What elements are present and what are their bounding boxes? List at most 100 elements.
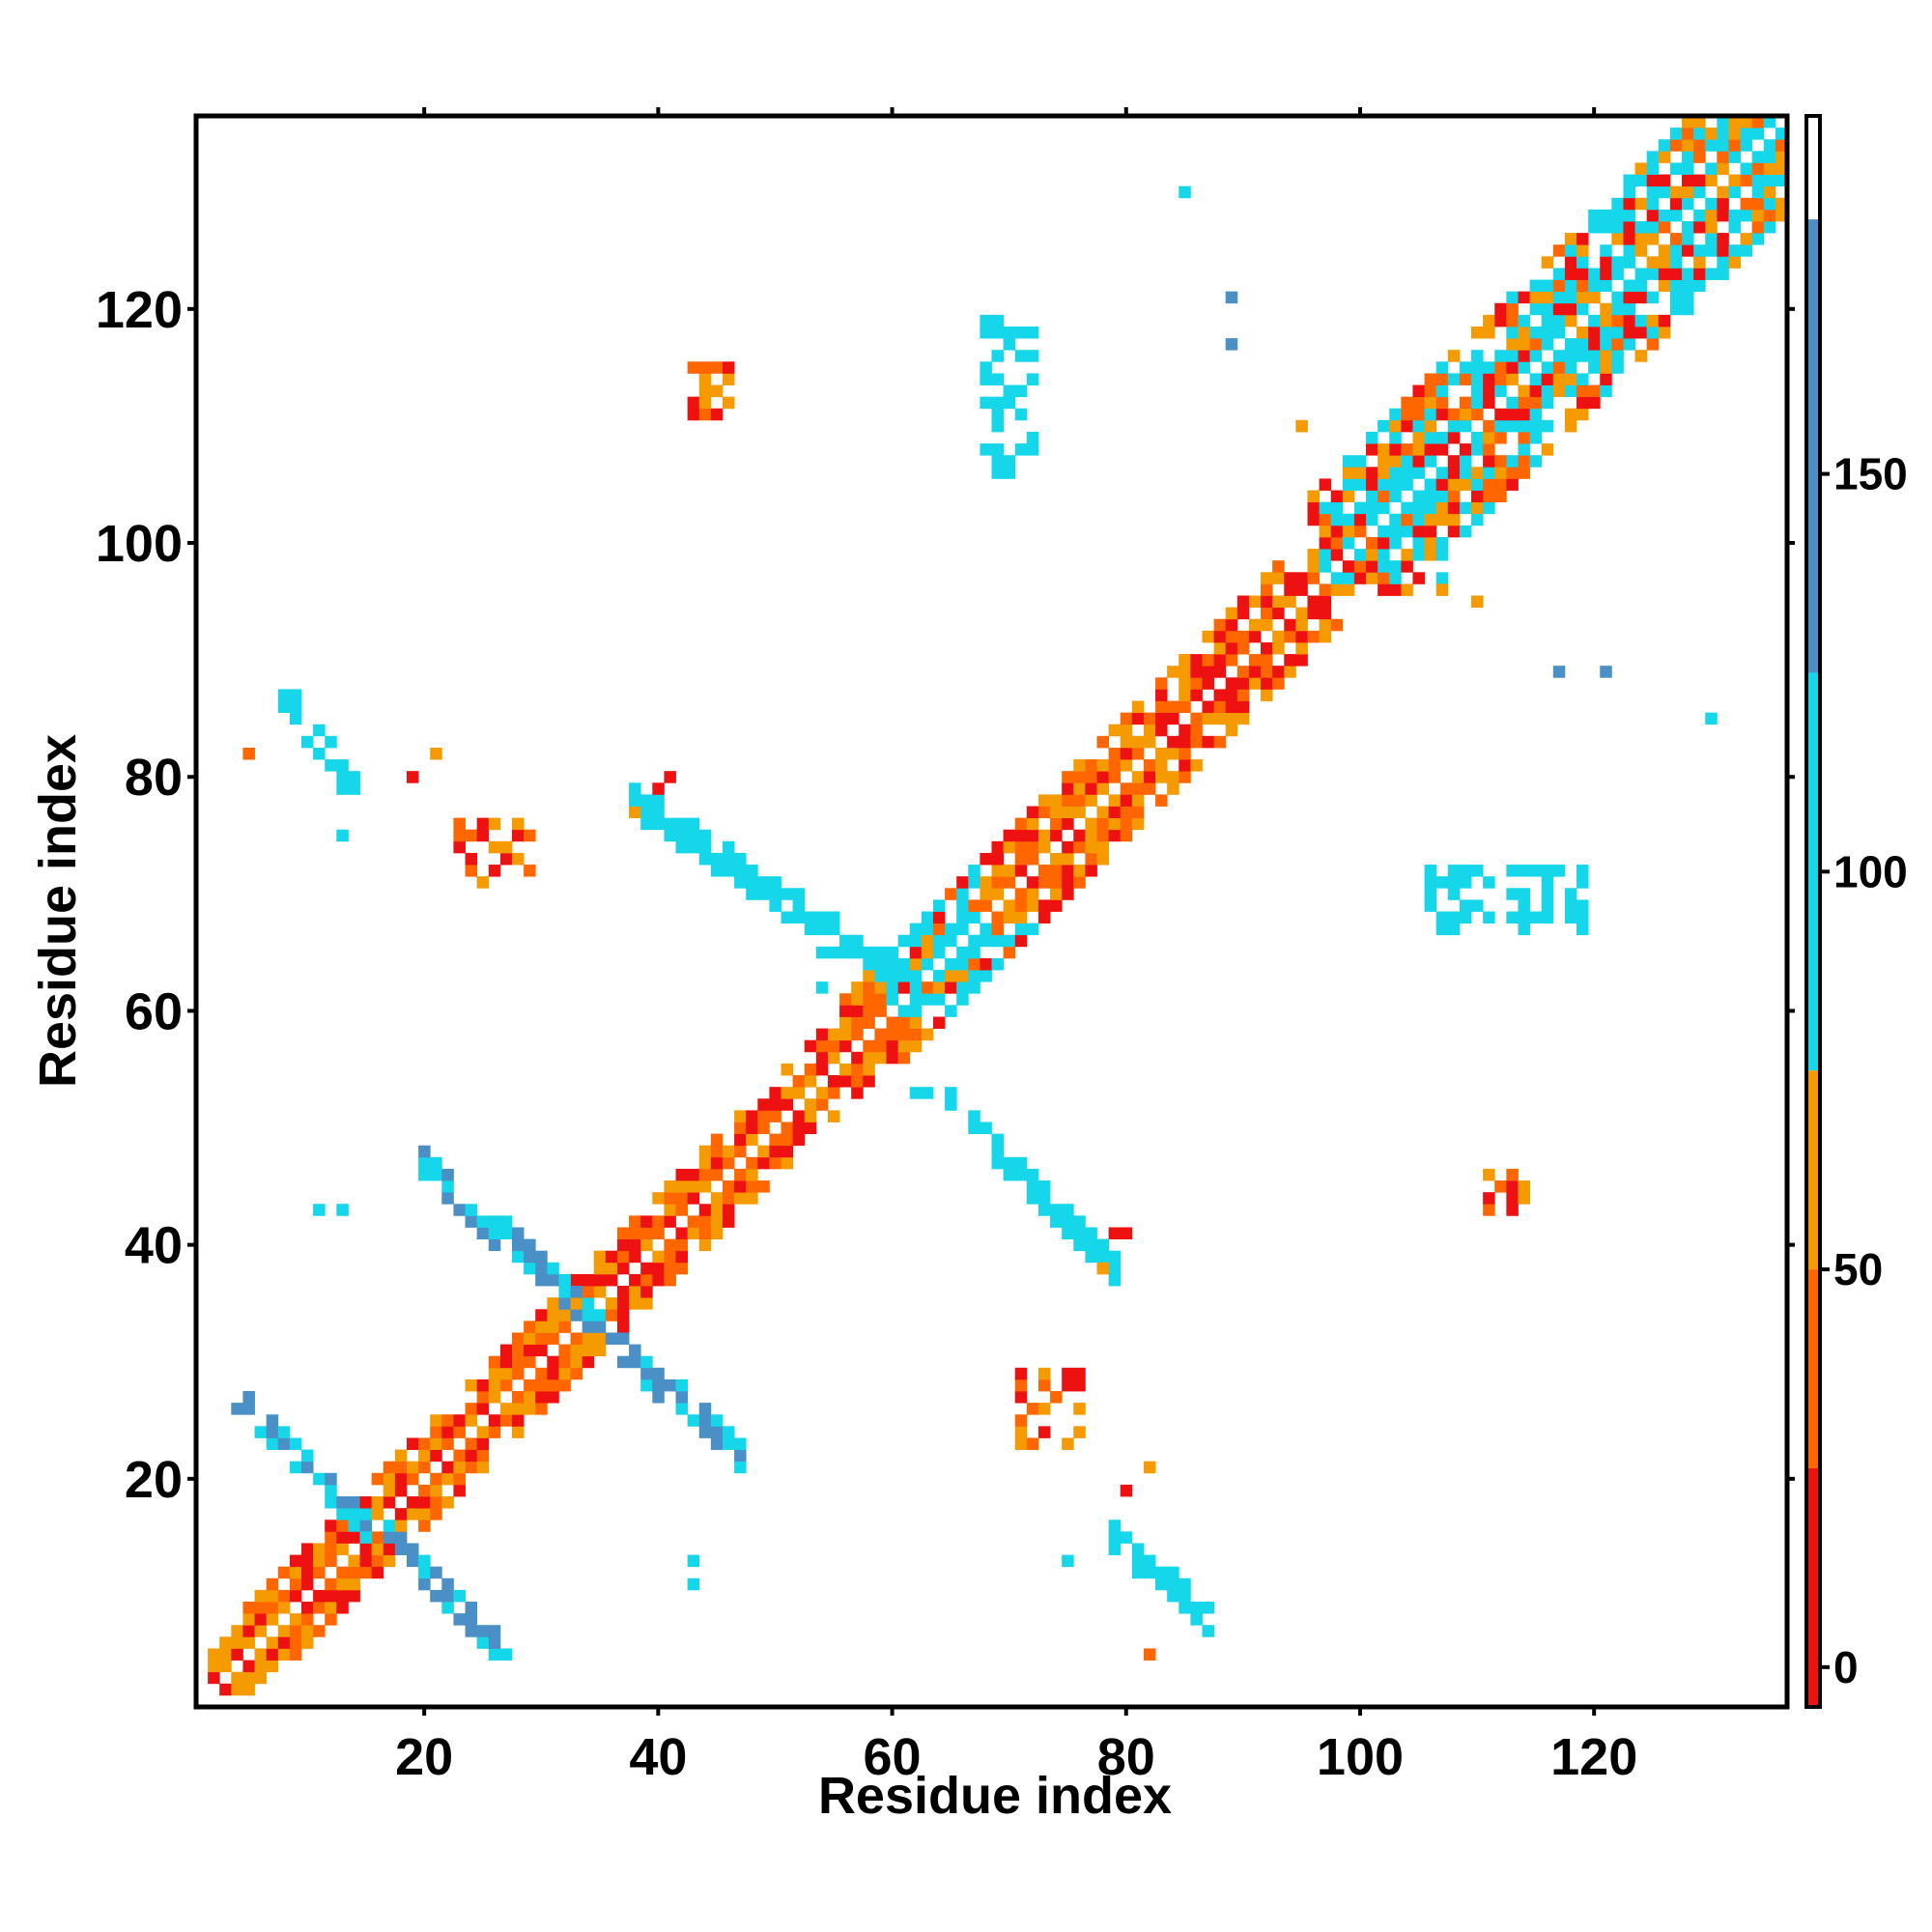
heatmap-cell (231, 1648, 243, 1661)
heatmap-cell (441, 1602, 454, 1614)
heatmap-cell (430, 1496, 442, 1509)
heatmap-cell (1740, 244, 1753, 257)
heatmap-cell (1037, 1192, 1051, 1205)
heatmap-cell (629, 782, 641, 795)
heatmap-cell (991, 419, 1005, 433)
heatmap-cell (1471, 467, 1484, 479)
heatmap-cell (980, 970, 992, 982)
heatmap-cell (1577, 244, 1589, 257)
heatmap-cell (640, 1286, 653, 1298)
heatmap-cell (1693, 209, 1706, 222)
heatmap-cell (1705, 268, 1718, 280)
heatmap-cell (909, 1087, 923, 1099)
heatmap-cell (1167, 782, 1179, 795)
heatmap-cell (1518, 1180, 1530, 1193)
heatmap-cell (1529, 419, 1543, 433)
heatmap-cell (1167, 712, 1179, 725)
heatmap-cell (652, 806, 665, 819)
heatmap-cell (722, 840, 735, 854)
heatmap-cell (1131, 771, 1145, 783)
heatmap-cell (1003, 455, 1016, 468)
heatmap-cell (1167, 1566, 1179, 1579)
heatmap-cell (991, 396, 1005, 410)
heatmap-cell (441, 1472, 454, 1486)
heatmap-cell (1669, 209, 1683, 222)
heatmap-cell (535, 1250, 548, 1264)
heatmap-cell (616, 1309, 630, 1321)
heatmap-cell (1131, 806, 1145, 819)
heatmap-cell (886, 1028, 899, 1041)
heatmap-cell (336, 1543, 349, 1555)
heatmap-cell (1588, 268, 1601, 280)
heatmap-cell (1026, 431, 1039, 444)
heatmap-cell (1378, 525, 1390, 538)
heatmap-cell (980, 852, 992, 866)
heatmap-cell (687, 1577, 700, 1591)
heatmap-cell (1073, 1426, 1086, 1438)
heatmap-cell (1483, 384, 1495, 398)
heatmap-cell (722, 1204, 735, 1216)
heatmap-cell (289, 689, 302, 701)
heatmap-cell (1248, 618, 1262, 632)
heatmap-cell (1307, 501, 1320, 515)
heatmap-cell (1435, 549, 1449, 561)
heatmap-cell (804, 911, 817, 924)
heatmap-cell (1202, 630, 1214, 643)
heatmap-cell (1435, 408, 1449, 421)
heatmap-cell (675, 1378, 689, 1392)
heatmap-cell (991, 934, 1005, 948)
y-tick-label: 40 (125, 1217, 183, 1275)
heatmap-cells (208, 116, 1788, 1696)
heatmap-cell (769, 888, 781, 900)
heatmap-cell (1705, 174, 1718, 187)
heatmap-cell (1366, 560, 1378, 573)
heatmap-cell (547, 1262, 559, 1275)
heatmap-cell (1518, 455, 1530, 468)
heatmap-cell (499, 1648, 513, 1661)
heatmap-cell (418, 1156, 431, 1170)
heatmap-cell (1319, 618, 1332, 632)
heatmap-cell (1552, 268, 1566, 280)
heatmap-cell (1085, 829, 1097, 842)
heatmap-cell (640, 1355, 653, 1369)
heatmap-cell (1225, 724, 1238, 737)
heatmap-cell (348, 1508, 360, 1520)
heatmap-cell (1424, 455, 1437, 468)
heatmap-cell (1330, 583, 1344, 596)
heatmap-cell (1330, 513, 1344, 526)
heatmap-cell (476, 1461, 490, 1474)
heatmap-cell (1167, 1577, 1179, 1591)
heatmap-cell (956, 876, 969, 889)
heatmap-cell (1096, 829, 1109, 842)
heatmap-cell (1319, 478, 1332, 491)
heatmap-cell (1225, 291, 1238, 304)
heatmap-cell (991, 911, 1005, 924)
heatmap-cell (1775, 197, 1788, 211)
heatmap-cell (1401, 455, 1413, 468)
heatmap-cell (406, 1496, 419, 1509)
heatmap-cell (313, 1625, 326, 1637)
heatmap-cell (792, 888, 806, 900)
heatmap-cell (1037, 829, 1051, 842)
heatmap-cell (1717, 244, 1729, 257)
heatmap-cell (839, 934, 852, 948)
heatmap-cell (980, 876, 992, 889)
heatmap-cell (640, 794, 653, 807)
heatmap-cell (1295, 572, 1308, 584)
heatmap-cell (1050, 852, 1063, 866)
heatmap-cell (1073, 759, 1086, 772)
heatmap-cell (1389, 560, 1402, 573)
heatmap-cell (629, 1215, 641, 1228)
heatmap-cell (1471, 501, 1484, 515)
heatmap-cell (1003, 829, 1016, 842)
heatmap-cell (1577, 373, 1589, 385)
heatmap-cell (208, 1660, 220, 1673)
heatmap-cell (465, 829, 478, 842)
heatmap-cell (325, 1543, 337, 1555)
heatmap-cell (1424, 373, 1437, 385)
heatmap-cell (1494, 478, 1507, 491)
heatmap-cell (1026, 373, 1039, 385)
heatmap-cell (1319, 536, 1332, 550)
heatmap-cell (1483, 431, 1495, 444)
heatmap-cell (1728, 116, 1741, 128)
